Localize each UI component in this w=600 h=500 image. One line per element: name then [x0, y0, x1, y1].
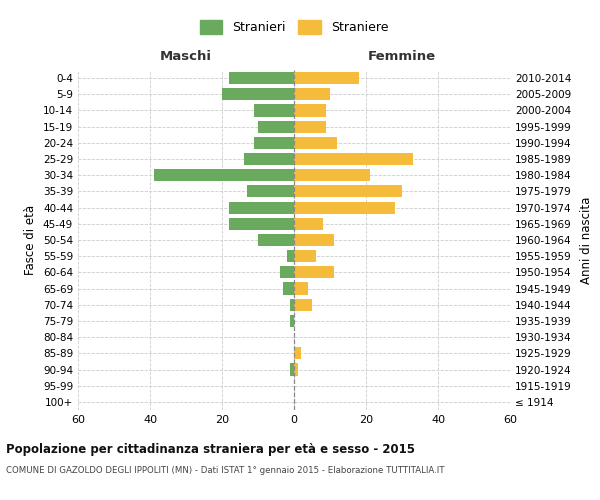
Bar: [294, 234, 334, 246]
Bar: [294, 137, 337, 149]
Bar: [294, 120, 326, 132]
Bar: [283, 282, 294, 294]
Bar: [294, 218, 323, 230]
Bar: [258, 234, 294, 246]
Bar: [154, 169, 294, 181]
Bar: [222, 88, 294, 101]
Bar: [258, 120, 294, 132]
Bar: [290, 364, 294, 376]
Bar: [294, 104, 326, 117]
Bar: [244, 153, 294, 165]
Y-axis label: Anni di nascita: Anni di nascita: [580, 196, 593, 284]
Text: COMUNE DI GAZOLDO DEGLI IPPOLITI (MN) - Dati ISTAT 1° gennaio 2015 - Elaborazion: COMUNE DI GAZOLDO DEGLI IPPOLITI (MN) - …: [6, 466, 445, 475]
Text: Popolazione per cittadinanza straniera per età e sesso - 2015: Popolazione per cittadinanza straniera p…: [6, 442, 415, 456]
Bar: [294, 186, 402, 198]
Bar: [294, 364, 298, 376]
Legend: Stranieri, Straniere: Stranieri, Straniere: [195, 15, 393, 39]
Y-axis label: Fasce di età: Fasce di età: [25, 205, 37, 275]
Bar: [294, 250, 316, 262]
Bar: [229, 72, 294, 84]
Bar: [294, 72, 359, 84]
Bar: [247, 186, 294, 198]
Text: Femmine: Femmine: [368, 50, 436, 62]
Bar: [290, 315, 294, 327]
Bar: [254, 137, 294, 149]
Bar: [294, 202, 395, 213]
Bar: [290, 298, 294, 311]
Bar: [287, 250, 294, 262]
Bar: [294, 348, 301, 360]
Bar: [294, 169, 370, 181]
Bar: [294, 266, 334, 278]
Bar: [294, 298, 312, 311]
Bar: [294, 88, 330, 101]
Bar: [229, 202, 294, 213]
Bar: [280, 266, 294, 278]
Bar: [229, 218, 294, 230]
Bar: [294, 282, 308, 294]
Bar: [254, 104, 294, 117]
Bar: [294, 153, 413, 165]
Text: Maschi: Maschi: [160, 50, 212, 62]
